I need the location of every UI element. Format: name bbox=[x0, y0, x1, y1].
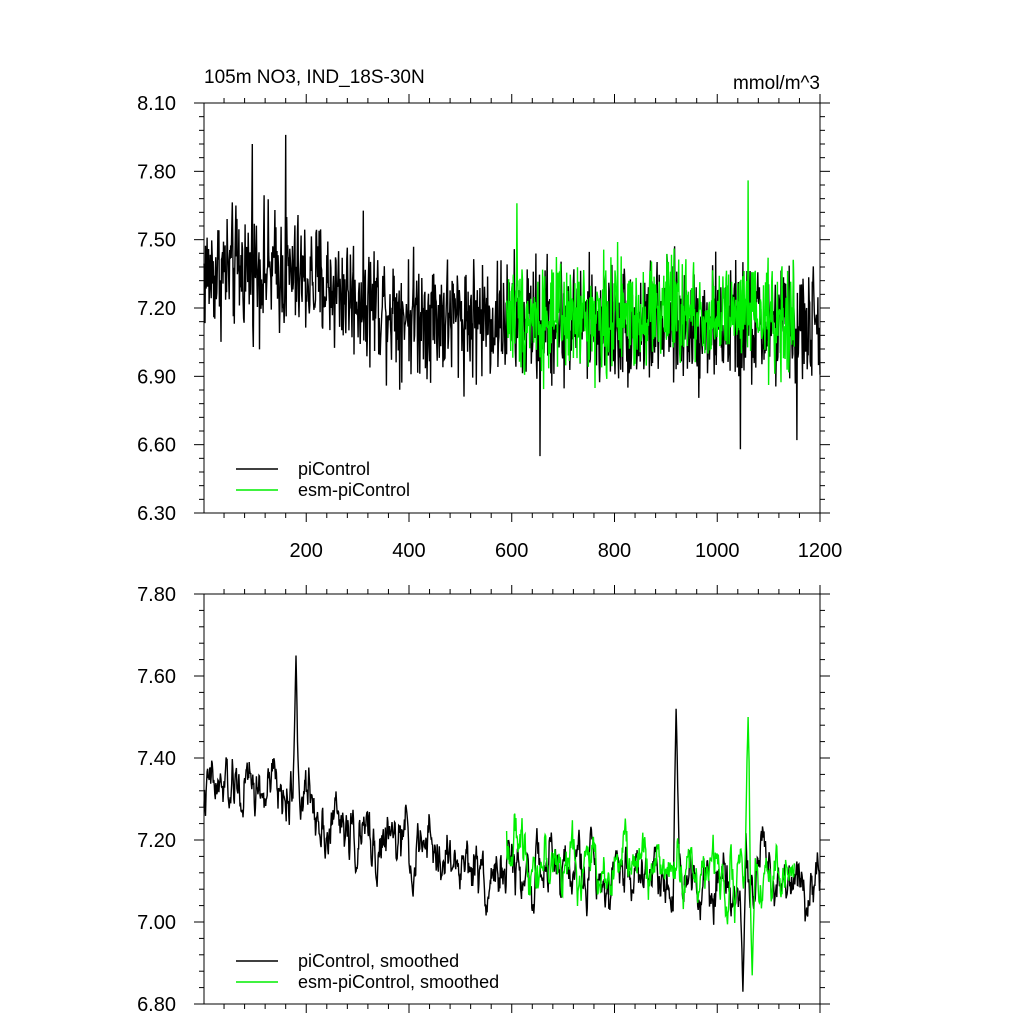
y-tick-label: 6.30 bbox=[137, 503, 176, 525]
legend-label: esm-piControl bbox=[298, 480, 410, 500]
legend-label: esm-piControl, smoothed bbox=[298, 972, 499, 992]
y-tick-label: 7.00 bbox=[137, 912, 176, 934]
y-tick-label: 7.80 bbox=[137, 161, 176, 183]
y-tick-label: 7.50 bbox=[137, 230, 176, 252]
y-tick-label: 6.80 bbox=[137, 994, 176, 1016]
x-tick-label: 400 bbox=[392, 540, 425, 562]
series-line-picontrol-smoothed bbox=[203, 655, 821, 992]
chart-title: 105m NO3, IND_18S-30N bbox=[204, 67, 425, 88]
series-line-esm-picontrol bbox=[505, 180, 795, 390]
x-tick-label: 600 bbox=[495, 540, 528, 562]
y-tick-label: 7.40 bbox=[137, 748, 176, 770]
x-tick-label: 1200 bbox=[798, 540, 843, 562]
y-tick-label: 8.10 bbox=[137, 93, 176, 115]
x-tick-label: 200 bbox=[290, 540, 323, 562]
top-panel: 200 400 600 800 1000 1200 6.30 6.60 6.90 7.20 7.50… bbox=[137, 93, 842, 562]
x-tick-label: 1000 bbox=[695, 540, 740, 562]
legend-label: piControl, smoothed bbox=[298, 951, 459, 971]
units-label: mmol/m^3 bbox=[733, 73, 820, 94]
bottom-panel: 6.80 7.00 7.20 7.40 7.60 7.80 piControl, smoot… bbox=[137, 584, 830, 1016]
y-tick-label: 7.60 bbox=[137, 666, 176, 688]
y-tick-label: 7.80 bbox=[137, 584, 176, 606]
series-line-esm-picontrol-smoothed bbox=[505, 716, 795, 976]
x-tick-label: 800 bbox=[598, 540, 631, 562]
y-tick-label: 6.90 bbox=[137, 366, 176, 388]
y-tick-label: 6.60 bbox=[137, 435, 176, 457]
y-tick-label: 7.20 bbox=[137, 298, 176, 320]
legend-label: piControl bbox=[298, 459, 370, 479]
y-tick-label: 7.20 bbox=[137, 830, 176, 852]
